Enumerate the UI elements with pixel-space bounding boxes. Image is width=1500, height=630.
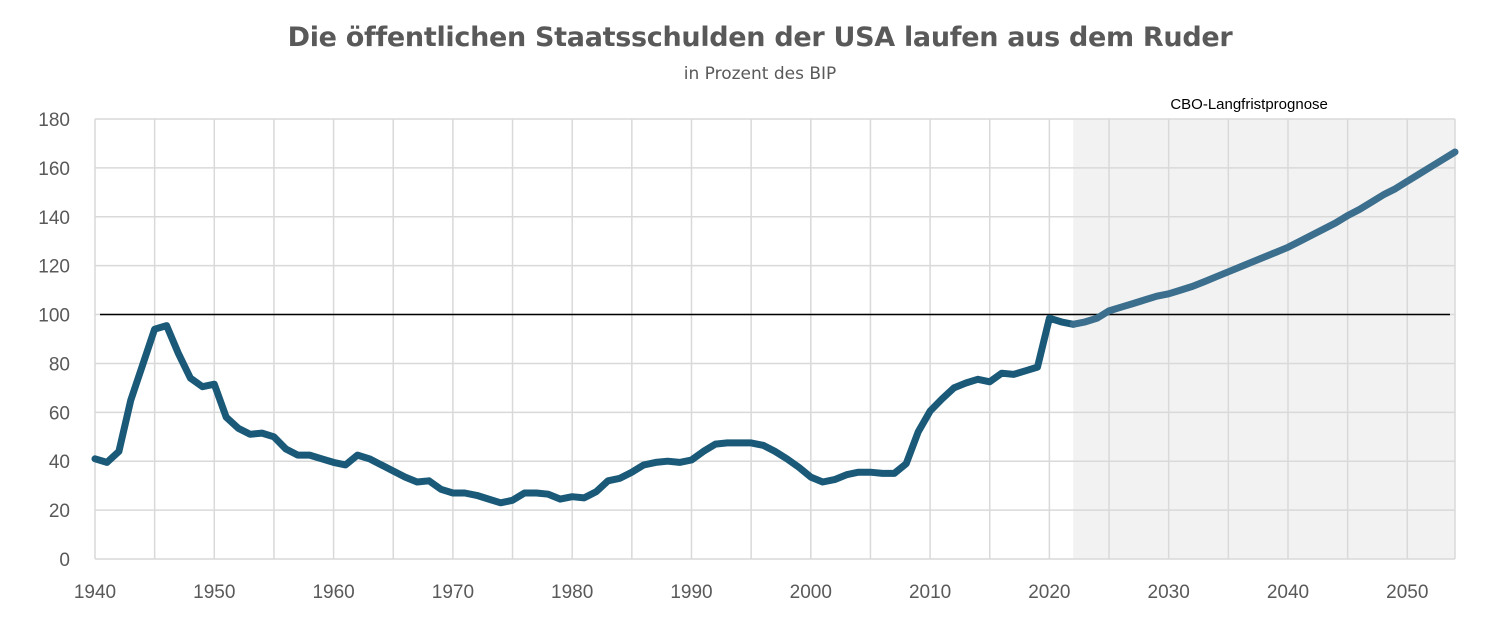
x-tick-label: 1950 [193, 582, 235, 603]
series-line-forecast [1069, 148, 1459, 328]
x-tick-label: 2020 [1028, 582, 1070, 603]
y-tick-label: 40 [49, 452, 70, 473]
chart-subtitle: in Prozent des BIP [683, 64, 837, 84]
y-tick-label: 160 [38, 159, 70, 180]
x-tick-label: 2050 [1386, 582, 1428, 603]
y-tick-label: 60 [49, 403, 70, 424]
forecast-annotation: CBO-Langfristprognose [1170, 96, 1328, 113]
x-tick-label: 2040 [1267, 582, 1309, 603]
y-tick-label: 80 [49, 354, 70, 375]
y-axis-ticks: 0 20 40 60 80 100 120 140 160 180 [38, 110, 70, 571]
x-tick-label: 2030 [1148, 582, 1190, 603]
x-tick-label: 2010 [909, 582, 951, 603]
y-tick-label: 120 [38, 257, 70, 278]
x-tick-label: 1990 [670, 582, 712, 603]
y-tick-label: 180 [38, 110, 70, 131]
x-tick-label: 1980 [551, 582, 593, 603]
series-line-historical [91, 314, 1077, 507]
y-tick-label: 0 [59, 550, 70, 571]
y-tick-label: 20 [49, 501, 70, 522]
x-tick-label: 1940 [74, 582, 116, 603]
chart-title: Die öffentlichen Staatsschulden der USA … [287, 22, 1233, 53]
x-tick-label: 2000 [790, 582, 832, 603]
y-tick-label: 140 [38, 208, 70, 229]
y-tick-label: 100 [38, 306, 70, 327]
x-tick-label: 1970 [432, 582, 474, 603]
x-axis-ticks: 1940 1950 1960 1970 1980 1990 2000 2010 2020 2030… [74, 582, 1429, 603]
x-tick-label: 1960 [312, 582, 354, 603]
